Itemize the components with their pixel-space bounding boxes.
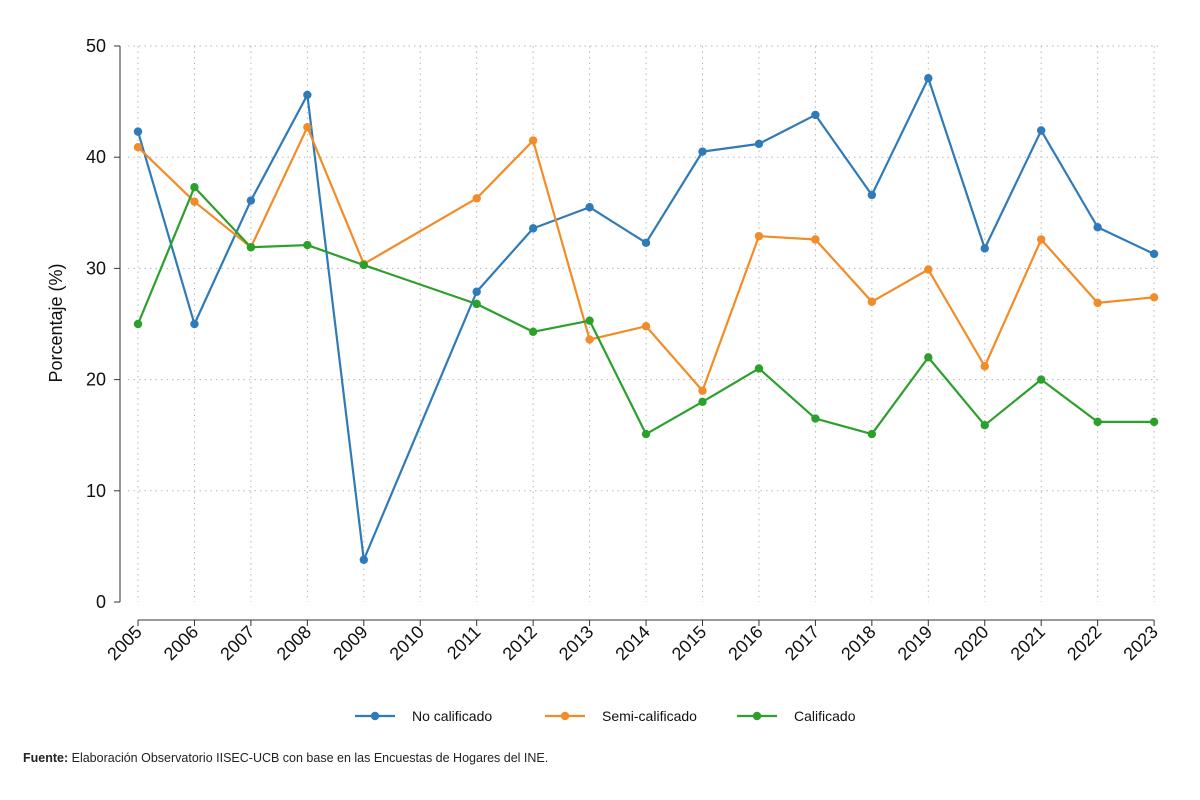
x-tick-label: 2007 (216, 622, 258, 664)
x-tick-label: 2018 (837, 622, 879, 664)
legend-marker (560, 711, 570, 721)
data-point (811, 414, 820, 423)
data-point (754, 364, 764, 373)
y-tick-label: 10 (86, 481, 106, 501)
data-point (1093, 223, 1102, 232)
legend-label: No calificado (412, 708, 492, 724)
data-point (190, 319, 199, 329)
series-group (133, 74, 1159, 564)
data-point (641, 322, 651, 331)
x-tick-label: 2020 (950, 622, 992, 664)
data-point (246, 243, 256, 252)
series-line (136, 77, 1155, 561)
y-tick-label: 40 (86, 147, 106, 167)
data-point (359, 555, 368, 564)
data-point (303, 90, 312, 100)
data-point (641, 238, 651, 248)
line-chart: 0 10 20 30 40 50 2005 2006 2007 2008 2009 2010 2011 2… (46, 36, 1163, 724)
x-tick-label: 2006 (160, 622, 202, 664)
data-point (190, 183, 199, 192)
legend-marker (752, 711, 762, 721)
y-tick-label: 20 (86, 370, 106, 390)
x-tick-label: 2009 (329, 622, 371, 664)
data-point (472, 194, 481, 203)
data-point (698, 147, 707, 156)
data-point (528, 327, 538, 336)
data-point (585, 316, 594, 325)
data-point (1149, 249, 1159, 259)
legend-marker (370, 711, 380, 721)
data-point (980, 420, 989, 430)
data-point (924, 353, 933, 362)
data-point (472, 299, 481, 309)
data-point (1149, 293, 1159, 302)
x-tick-label: 2010 (386, 622, 428, 664)
axes: 0 10 20 30 40 50 2005 2006 2007 2008 2009 2010 2011 2… (86, 36, 1162, 664)
x-tick-label: 2016 (724, 622, 766, 664)
y-tick-label: 0 (96, 592, 106, 612)
legend: No calificado Semi-calificado Calificado (355, 708, 856, 724)
data-point (1149, 417, 1159, 427)
data-point (133, 127, 143, 136)
data-point (1093, 417, 1102, 427)
data-point (980, 244, 989, 253)
x-tick-label: 2012 (499, 622, 541, 664)
data-point (528, 136, 538, 145)
data-point (133, 319, 143, 329)
data-point (811, 235, 820, 244)
data-point (133, 142, 143, 152)
data-point (303, 240, 312, 250)
series-line (136, 186, 1155, 436)
x-tick-label: 2013 (555, 622, 597, 664)
x-tick-label: 2005 (103, 622, 145, 664)
source-label: Fuente: (23, 751, 69, 765)
data-point (1093, 298, 1102, 308)
data-point (867, 190, 877, 200)
series-line (137, 126, 1155, 392)
data-point (528, 224, 538, 233)
data-point (246, 196, 256, 205)
data-point (811, 110, 820, 120)
data-point (867, 429, 877, 439)
data-point (867, 297, 877, 306)
data-point (698, 386, 707, 395)
data-point (585, 335, 594, 344)
x-tick-label: 2023 (1119, 622, 1161, 664)
data-point (303, 122, 312, 132)
grid (128, 45, 1163, 602)
x-tick-label: 2014 (611, 622, 653, 664)
data-point (1037, 235, 1046, 244)
x-tick-label: 2019 (894, 622, 936, 664)
data-point (190, 197, 199, 206)
legend-label: Calificado (794, 708, 856, 724)
data-point (924, 265, 933, 274)
source-note: Fuente: Elaboración Observatorio IISEC-U… (23, 751, 548, 765)
x-tick-label: 2017 (781, 622, 823, 664)
data-point (1037, 126, 1046, 135)
data-point (754, 231, 764, 241)
data-point (359, 260, 368, 270)
data-point (980, 362, 989, 371)
data-point (698, 397, 707, 407)
data-point (754, 139, 764, 149)
y-tick-label: 50 (86, 36, 106, 56)
legend-label: Semi-calificado (602, 708, 697, 724)
data-point (924, 74, 933, 83)
y-axis-title: Porcentaje (%) (46, 263, 66, 382)
y-tick-label: 30 (86, 258, 106, 278)
data-point (585, 203, 594, 212)
x-tick-label: 2015 (668, 622, 710, 664)
source-text: Elaboración Observatorio IISEC-UCB con b… (68, 751, 549, 765)
x-tick-label: 2008 (273, 622, 315, 664)
x-tick-label: 2021 (1007, 622, 1049, 664)
x-tick-label: 2011 (443, 622, 485, 664)
data-point (472, 287, 481, 296)
x-tick-label: 2022 (1063, 622, 1105, 664)
data-point (1037, 375, 1046, 384)
data-point (641, 429, 651, 439)
